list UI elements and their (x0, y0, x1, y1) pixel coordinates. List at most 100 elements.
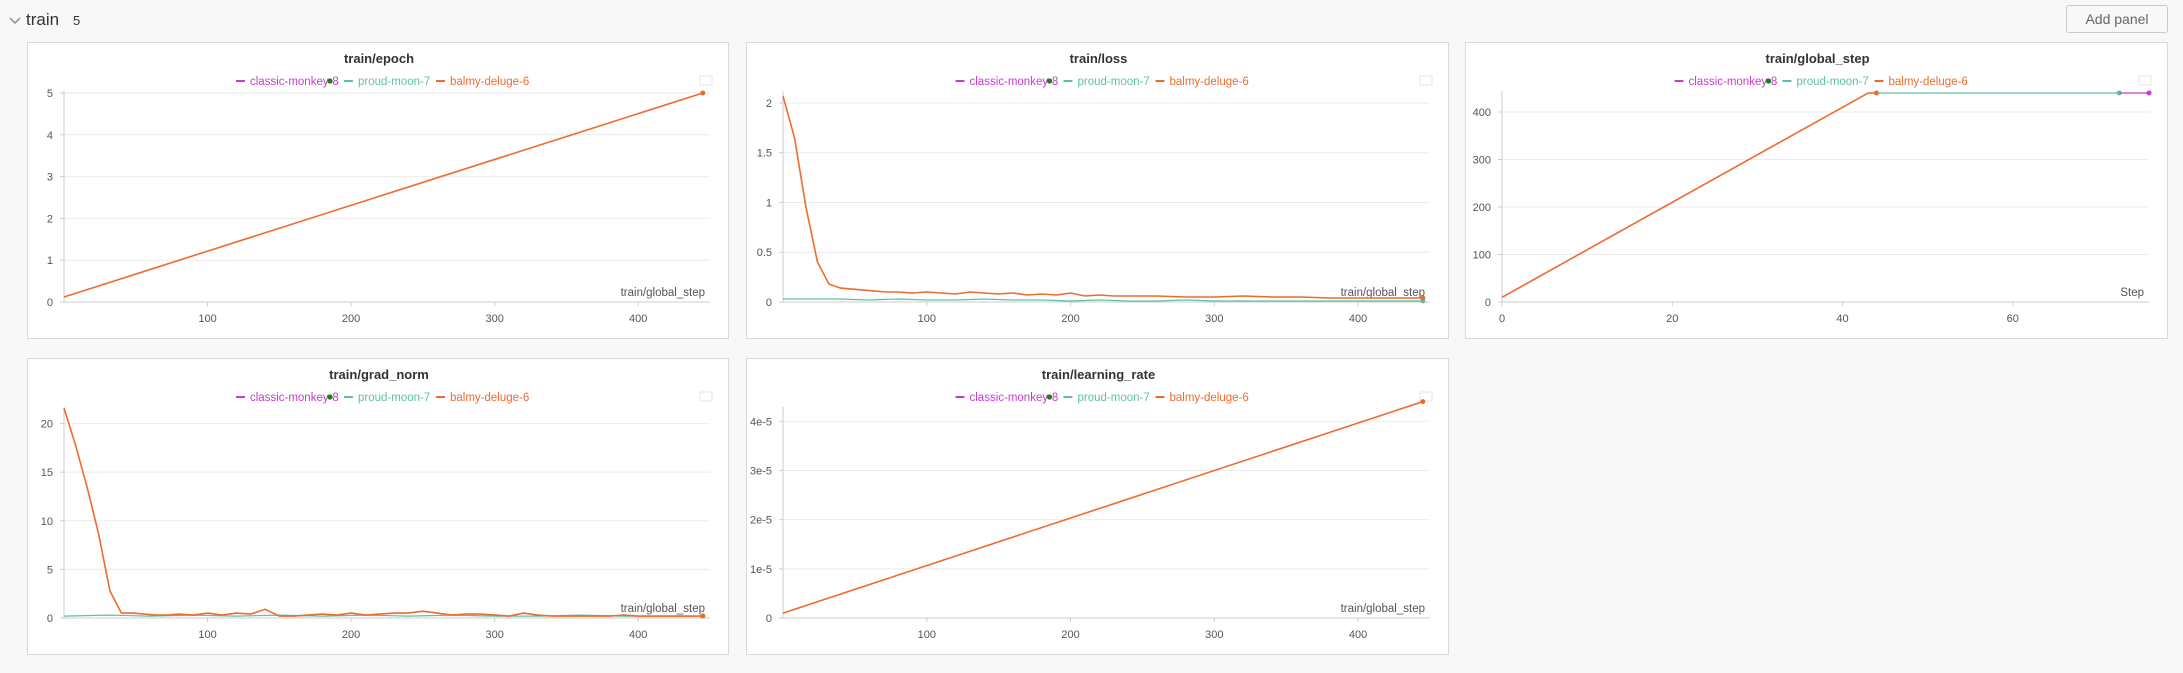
series-end-point-balmy-deluge-6[interactable] (1874, 90, 1880, 96)
section-panel-count: 5 (73, 13, 81, 28)
series-end-point-balmy-deluge-6[interactable] (700, 613, 706, 619)
x-axis-label: train/global_step (1341, 603, 1425, 615)
chart-train-learning-rate: train/learning_rate classic-monkey-8 proud… (750, 367, 1433, 641)
series-end-point-balmy-deluge-6[interactable] (700, 90, 706, 96)
y-tick-label: 10 (41, 516, 53, 528)
series-line-balmy-deluge-6[interactable] (782, 95, 1423, 299)
x-tick-label: 100 (198, 629, 216, 641)
x-tick-label: 100 (198, 313, 216, 325)
x-tick-label: 20 (1666, 313, 1678, 325)
chevron-down-icon[interactable] (8, 13, 22, 27)
chart-train-global-step: train/global_step classic-monkey-8 proud-m… (1473, 51, 2152, 325)
y-tick-label: 1 (766, 197, 772, 209)
x-axis-label: Step (2120, 287, 2144, 299)
chart-train-loss: train/loss classic-monkey-8 proud-moon-7 ba… (757, 51, 1433, 325)
y-tick-label: 3e-5 (750, 465, 772, 477)
legend-label-classic-monkey-8[interactable]: classic-monkey-8 (250, 392, 339, 404)
y-tick-label: 2e-5 (750, 515, 772, 527)
x-tick-label: 400 (1349, 313, 1367, 325)
y-tick-label: 4 (47, 130, 53, 142)
x-tick-label: 200 (342, 629, 360, 641)
panel-options-icon[interactable] (699, 391, 713, 402)
legend-label-proud-moon-7[interactable]: proud-moon-7 (1797, 76, 1869, 88)
x-tick-label: 200 (1061, 313, 1079, 325)
x-axis-label: train/global_step (621, 287, 705, 299)
legend-label-balmy-deluge-6[interactable]: balmy-deluge-6 (1170, 392, 1249, 404)
legend-label-balmy-deluge-6[interactable]: balmy-deluge-6 (1889, 76, 1968, 88)
x-tick-label: 300 (485, 629, 503, 641)
x-tick-label: 0 (1499, 313, 1505, 325)
panel-title: train/learning_rate (1042, 367, 1155, 382)
y-tick-label: 4e-5 (750, 416, 772, 428)
x-tick-label: 400 (629, 313, 647, 325)
series-line-balmy-deluge-6[interactable] (1501, 92, 1877, 298)
x-tick-label: 300 (485, 313, 503, 325)
series-line-proud-moon-7[interactable] (783, 298, 1423, 302)
series-line-balmy-deluge-6[interactable] (782, 400, 1424, 614)
panel-train-global-step: train/global_step classic-monkey-8 proud-m… (1465, 42, 2168, 339)
panel-options-icon[interactable] (1419, 391, 1433, 402)
x-axis-label: train/global_step (1341, 287, 1425, 299)
panel-title: train/grad_norm (329, 367, 429, 382)
panel-options-icon[interactable] (699, 75, 713, 86)
legend-label-proud-moon-7[interactable]: proud-moon-7 (358, 392, 430, 404)
y-tick-label: 0 (766, 613, 772, 625)
x-tick-label: 300 (1205, 313, 1223, 325)
y-tick-label: 1e-5 (750, 564, 772, 576)
y-tick-label: 400 (1473, 107, 1491, 119)
legend-label-balmy-deluge-6[interactable]: balmy-deluge-6 (1170, 76, 1249, 88)
y-tick-label: 100 (1473, 250, 1491, 262)
series-end-point-balmy-deluge-6[interactable] (1420, 295, 1426, 301)
y-tick-label: 300 (1473, 155, 1491, 167)
legend: classic-monkey-8 proud-moon-7 balmy-deluge… (955, 392, 1249, 404)
panel-options-icon[interactable] (2138, 75, 2152, 86)
legend: classic-monkey-8 proud-moon-7 balmy-deluge… (1674, 76, 1968, 88)
legend: classic-monkey-8 proud-moon-7 balmy-deluge… (236, 392, 529, 404)
y-tick-label: 2 (766, 98, 772, 110)
y-tick-label: 1.5 (757, 148, 772, 160)
legend-label-classic-monkey-8[interactable]: classic-monkey-8 (970, 392, 1059, 404)
panel-title: train/epoch (344, 51, 414, 66)
legend-label-balmy-deluge-6[interactable]: balmy-deluge-6 (450, 392, 529, 404)
panel-train-epoch: train/epoch classic-monkey-8 proud-moon-7 b… (27, 42, 729, 339)
legend-label-classic-monkey-8[interactable]: classic-monkey-8 (250, 76, 339, 88)
panel-title: train/loss (1070, 51, 1128, 66)
y-tick-label: 0 (47, 613, 53, 625)
legend-label-classic-monkey-8[interactable]: classic-monkey-8 (970, 76, 1059, 88)
panel-options-icon[interactable] (1419, 75, 1433, 86)
series-end-point-classic-monkey-8[interactable] (2146, 90, 2152, 96)
section-header: train 5 Add panel (0, 0, 2183, 40)
y-tick-label: 2 (47, 213, 53, 225)
y-tick-label: 0 (47, 297, 53, 309)
series-line-balmy-deluge-6[interactable] (63, 407, 703, 617)
series-line-balmy-deluge-6[interactable] (63, 92, 704, 298)
legend-label-proud-moon-7[interactable]: proud-moon-7 (358, 76, 430, 88)
panel-title: train/global_step (1765, 51, 1869, 66)
chart-train-epoch: train/epoch classic-monkey-8 proud-moon-7 b… (47, 51, 713, 325)
series-end-point-balmy-deluge-6[interactable] (1420, 399, 1426, 405)
running-dot-icon (327, 78, 333, 84)
x-tick-label: 40 (1836, 313, 1848, 325)
panel-train-learning-rate: train/learning_rate classic-monkey-8 proud… (746, 358, 1449, 655)
legend-label-balmy-deluge-6[interactable]: balmy-deluge-6 (450, 76, 529, 88)
legend-label-classic-monkey-8[interactable]: classic-monkey-8 (1689, 76, 1778, 88)
legend-label-proud-moon-7[interactable]: proud-moon-7 (1078, 392, 1150, 404)
y-tick-label: 20 (41, 419, 53, 431)
legend: classic-monkey-8 proud-moon-7 balmy-deluge… (955, 76, 1249, 88)
add-panel-button[interactable]: Add panel (2066, 5, 2168, 33)
x-tick-label: 400 (629, 629, 647, 641)
y-tick-label: 0.5 (757, 247, 772, 259)
y-tick-label: 15 (41, 467, 53, 479)
y-tick-label: 5 (47, 564, 53, 576)
chart-train-grad-norm: train/grad_norm classic-monkey-8 proud-moo… (41, 367, 713, 641)
y-tick-label: 0 (1485, 297, 1491, 309)
y-tick-label: 3 (47, 172, 53, 184)
x-tick-label: 100 (918, 629, 936, 641)
x-tick-label: 300 (1205, 629, 1223, 641)
x-tick-label: 400 (1349, 629, 1367, 641)
running-dot-icon (1765, 78, 1772, 84)
x-tick-label: 100 (918, 313, 936, 325)
x-tick-label: 200 (1061, 629, 1079, 641)
running-dot-icon (1046, 394, 1053, 400)
legend-label-proud-moon-7[interactable]: proud-moon-7 (1078, 76, 1150, 88)
